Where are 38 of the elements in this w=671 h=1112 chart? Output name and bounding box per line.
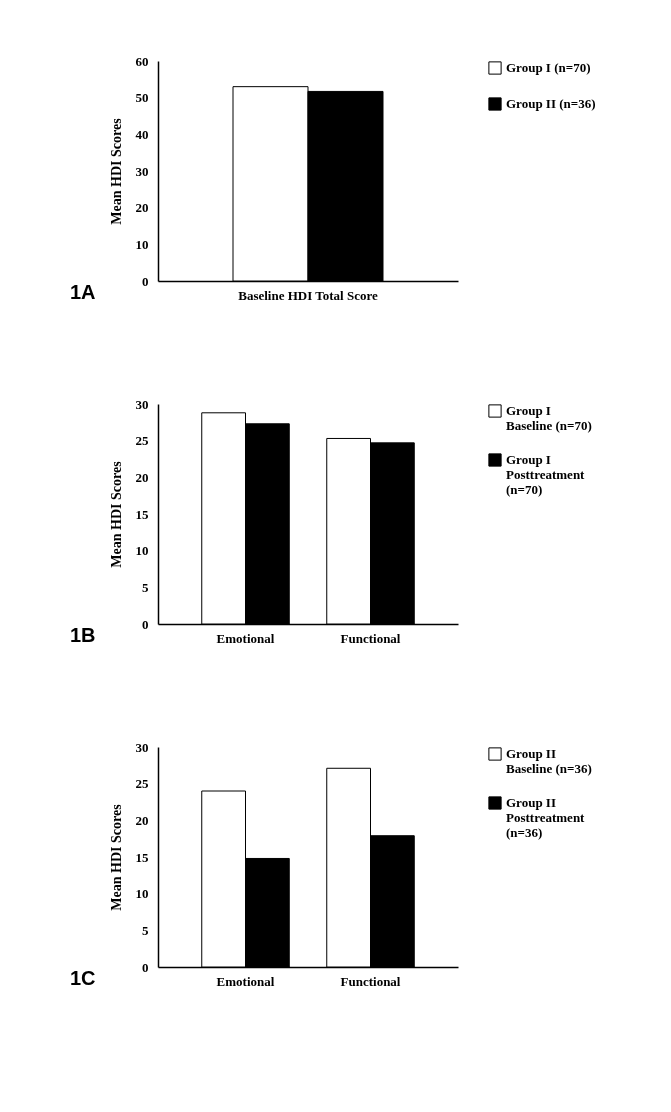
y-tick-label: 15 [135, 506, 149, 522]
y-tick-label: 20 [135, 812, 149, 828]
x-tick-label: Emotional [216, 973, 275, 989]
text: 1A [70, 281, 96, 303]
x-tick-label: Functional [340, 630, 401, 646]
y-tick-label: 10 [135, 543, 149, 559]
y-tick-label: 0 [142, 616, 149, 632]
y-tick-label: 20 [135, 200, 149, 216]
x-tick-label: Functional [340, 973, 401, 989]
y-tick-label: 15 [135, 849, 149, 865]
y-tick-label: 25 [135, 776, 149, 792]
legend-label: Group I Baseline (n=70) [506, 403, 592, 433]
y-tick-label: 10 [135, 236, 149, 252]
y-tick-label: 50 [135, 90, 149, 106]
legend-label: Group I (n=70) [506, 60, 591, 75]
y-tick-label: 30 [135, 739, 149, 755]
y-axis-title: Mean HDI Scores [108, 803, 124, 911]
legend-label: Group II Baseline (n=36) [506, 746, 592, 776]
legend-label: Group I Posttreatment (n=70) [506, 452, 586, 497]
y-tick-label: 20 [135, 469, 149, 485]
y-tick-label: 40 [135, 126, 149, 142]
y-tick-label: 10 [135, 886, 149, 902]
text: 1C [70, 967, 96, 989]
y-tick-label: 25 [135, 433, 149, 449]
y-axis-title: Mean HDI Scores [108, 117, 124, 225]
y-axis-title: Mean HDI Scores [108, 460, 124, 568]
y-tick-label: 60 [135, 53, 149, 69]
legend-label: Group II (n=36) [506, 96, 596, 111]
x-tick-label: Emotional [216, 630, 275, 646]
y-tick-label: 5 [142, 579, 149, 595]
y-tick-label: 30 [135, 163, 149, 179]
x-tick-label: Baseline HDI Total Score [238, 287, 378, 303]
legend-label: Group II Posttreatment (n=36) [506, 795, 586, 840]
y-tick-label: 0 [142, 273, 149, 289]
y-tick-label: 0 [142, 959, 149, 975]
y-tick-label: 30 [135, 396, 149, 412]
text: 1B [70, 624, 96, 646]
y-tick-label: 5 [142, 922, 149, 938]
